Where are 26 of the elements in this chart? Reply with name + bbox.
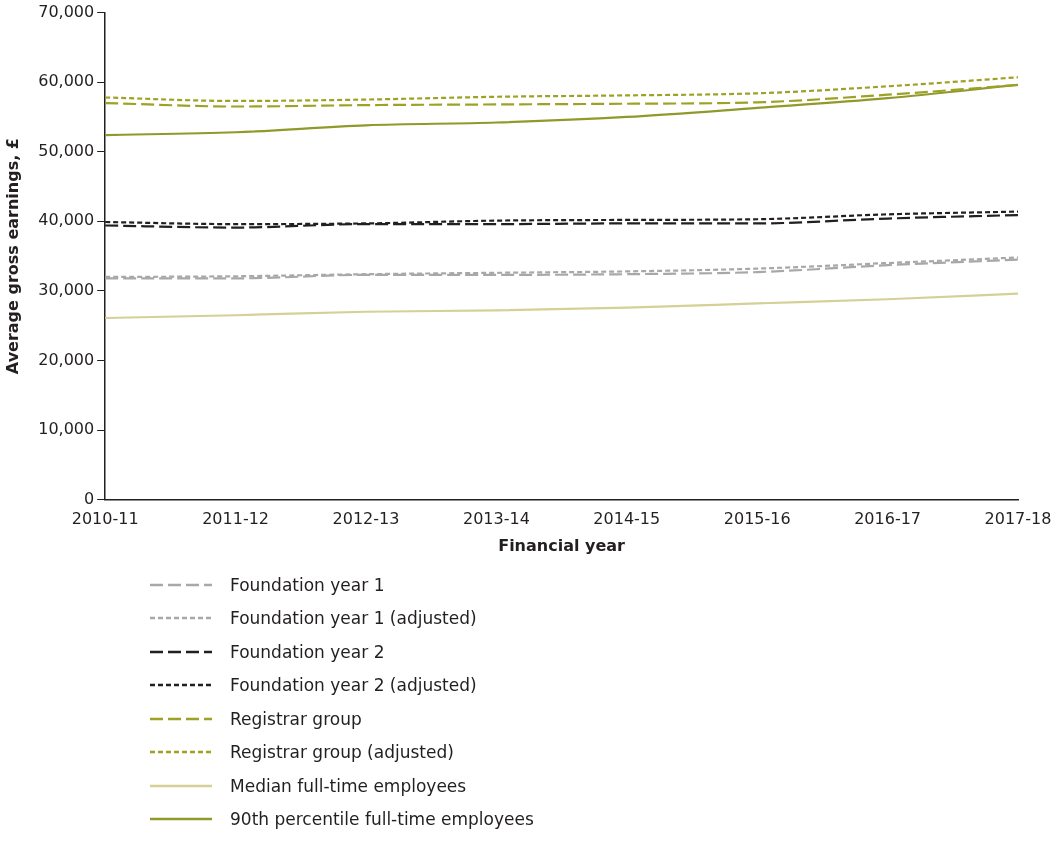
legend-label: Registrar group (adjusted) <box>230 742 454 763</box>
x-tick-label: 2010-11 <box>71 509 139 529</box>
y-tick-label: 50,000 <box>38 140 95 160</box>
y-tick-label: 0 <box>84 488 95 508</box>
x-tick-label: 2012-13 <box>332 509 400 529</box>
y-tick-label: 30,000 <box>38 280 95 300</box>
x-tick-label: 2013-14 <box>462 509 530 529</box>
x-tick-label: 2016-17 <box>854 509 922 529</box>
x-axis-title: Financial year <box>498 535 626 555</box>
x-tick-label: 2011-12 <box>202 509 270 529</box>
y-tick-label: 60,000 <box>38 71 95 91</box>
legend-label: 90th percentile full-time employees <box>230 809 534 830</box>
legend-label: Foundation year 1 (adjusted) <box>230 608 477 629</box>
y-axis-title: Average gross earnings, £ <box>2 138 22 375</box>
y-tick-label: 70,000 <box>38 1 95 21</box>
x-tick-label: 2014-15 <box>593 509 661 529</box>
legend-label: Median full-time employees <box>230 775 467 796</box>
legend-label: Foundation year 2 (adjusted) <box>230 675 477 696</box>
legend-label: Foundation year 2 <box>230 641 385 662</box>
x-tick-label: 2017-18 <box>984 509 1052 529</box>
legend-label: Registrar group <box>230 708 362 729</box>
y-tick-label: 10,000 <box>38 419 95 439</box>
y-tick-label: 40,000 <box>38 210 95 230</box>
x-tick-label: 2015-16 <box>723 509 791 529</box>
y-tick-label: 20,000 <box>38 349 95 369</box>
legend-label: Foundation year 1 <box>230 574 385 595</box>
